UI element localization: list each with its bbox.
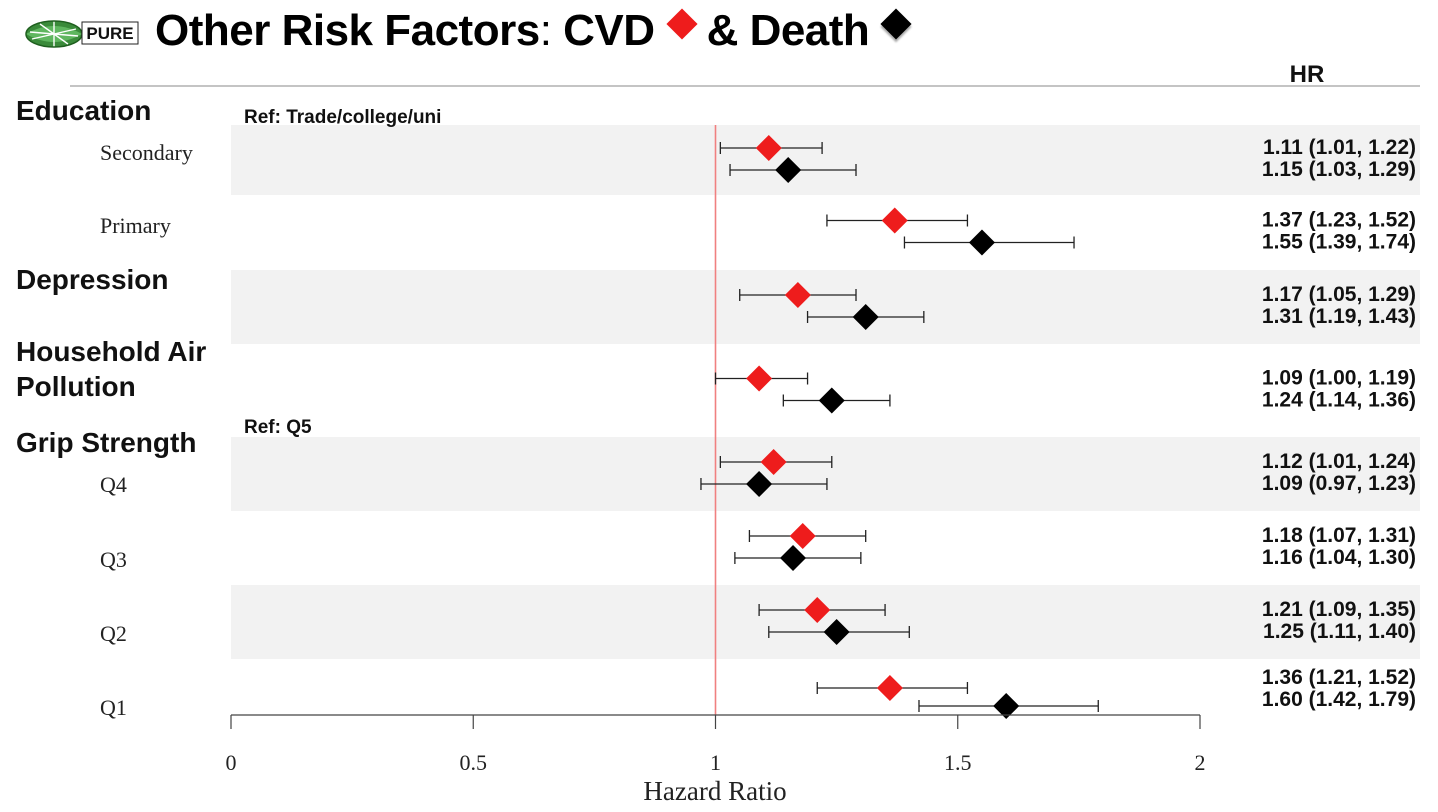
cvd-hr-text: 1.17 (1.05, 1.29) [1262, 283, 1416, 306]
title-main: Other Risk Factors [155, 6, 540, 55]
cvd-hr-text: 1.36 (1.21, 1.52) [1262, 666, 1416, 689]
cvd-hr-text: 1.18 (1.07, 1.31) [1262, 524, 1416, 547]
cvd-point [784, 282, 811, 308]
row-label: Q3 [100, 547, 127, 572]
death-hr-text: 1.09 (0.97, 1.23) [1262, 472, 1416, 495]
slide-title: Other Risk Factors: CVD & Death [155, 6, 921, 56]
row-label: Q1 [100, 695, 127, 720]
row-label: Q2 [100, 621, 127, 646]
death-hr-text: 1.60 (1.42, 1.79) [1262, 688, 1416, 711]
title-colon: : [539, 6, 552, 55]
cvd-hr-text: 1.21 (1.09, 1.35) [1262, 598, 1416, 621]
death-point [818, 387, 845, 414]
death-hr-text: 1.25 (1.11, 1.40) [1263, 620, 1416, 643]
row-label: Primary [100, 213, 171, 238]
x-axis-title: Hazard Ratio [643, 776, 786, 806]
cvd-point [881, 207, 908, 234]
group-label-line: Pollution [16, 371, 136, 402]
x-tick-label: 1 [710, 750, 721, 775]
death-point [780, 545, 807, 571]
cvd-hr-text: 1.37 (1.23, 1.52) [1262, 209, 1416, 232]
death-point [968, 229, 995, 256]
title-and-death: & Death [706, 6, 870, 55]
group-ref-label: Ref: Q5 [244, 417, 312, 438]
x-tick-label: 0.5 [460, 750, 488, 775]
hr-column-header: HR [1290, 61, 1325, 88]
death-hr-text: 1.15 (1.03, 1.29) [1262, 158, 1416, 181]
cvd-point [755, 135, 782, 161]
logo-box [81, 21, 139, 45]
cvd-hr-text: 1.09 (1.00, 1.19) [1262, 367, 1416, 390]
cvd-point [789, 523, 816, 549]
death-point [746, 471, 773, 497]
row-label: Q4 [100, 472, 127, 497]
group-ref-label: Ref: Trade/college/uni [244, 107, 441, 128]
death-point [993, 693, 1020, 719]
cvd-hr-text: 1.12 (1.01, 1.24) [1262, 450, 1416, 473]
death-hr-text: 1.55 (1.39, 1.74) [1262, 231, 1416, 254]
death-hr-text: 1.24 (1.14, 1.36) [1262, 389, 1416, 412]
cvd-point [746, 365, 773, 392]
death-hr-text: 1.16 (1.04, 1.30) [1262, 546, 1416, 569]
logo-text: PURE [86, 24, 133, 43]
row-band-2 [231, 270, 1420, 344]
pure-logo: PURE [25, 20, 139, 48]
row-band-0 [231, 125, 1420, 195]
death-point [823, 619, 850, 645]
cvd-point [804, 597, 831, 623]
x-tick-label: 0 [226, 750, 237, 775]
row-label: Secondary [100, 140, 193, 165]
x-tick-label: 2 [1195, 750, 1206, 775]
group-label: Grip Strength [16, 427, 196, 458]
group-label: Education [16, 95, 151, 126]
group-label: Depression [16, 264, 169, 295]
cvd-point [876, 675, 903, 701]
death-hr-text: 1.31 (1.19, 1.43) [1262, 305, 1416, 328]
row-band-6 [231, 585, 1420, 659]
row-band-4 [231, 437, 1420, 511]
cvd-point [760, 449, 787, 475]
death-point [775, 157, 802, 183]
title-cvd: CVD [563, 6, 655, 55]
x-tick-label: 1.5 [944, 750, 972, 775]
death-point [852, 304, 879, 330]
group-label-line: Household Air [16, 336, 206, 367]
cvd-hr-text: 1.11 (1.01, 1.22) [1263, 136, 1416, 159]
